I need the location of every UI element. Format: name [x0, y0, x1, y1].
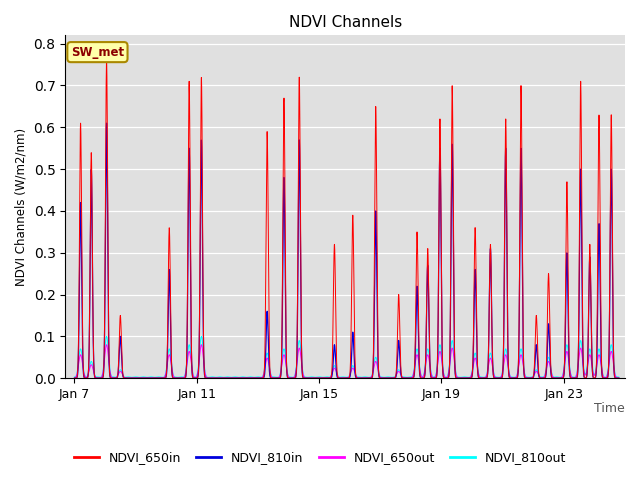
NDVI_810out [103, 334, 111, 339]
NDVI_810out [70, 374, 78, 380]
NDVI_650out [477, 375, 484, 381]
NDVI_650out [425, 355, 433, 360]
NDVI_810out [397, 372, 405, 377]
Y-axis label: NDVI Channels (W/m2/nm): NDVI Channels (W/m2/nm) [15, 128, 28, 286]
NDVI_650out [279, 357, 287, 362]
NDVI_810out [518, 352, 526, 358]
NDVI_650in [518, 231, 526, 237]
Text: SW_met: SW_met [71, 46, 124, 59]
NDVI_810in [615, 375, 623, 381]
Line: NDVI_650out: NDVI_650out [74, 345, 619, 378]
NDVI_650out [615, 375, 623, 381]
NDVI_810in [477, 375, 484, 381]
NDVI_810out [170, 373, 177, 379]
NDVI_810in [230, 375, 238, 381]
NDVI_810out [615, 374, 623, 380]
NDVI_810in [397, 373, 405, 379]
Line: NDVI_650in: NDVI_650in [74, 60, 619, 378]
NDVI_810in [70, 375, 78, 381]
Legend: NDVI_650in, NDVI_810in, NDVI_650out, NDVI_810out: NDVI_650in, NDVI_810in, NDVI_650out, NDV… [68, 446, 572, 469]
NDVI_810out [425, 350, 433, 356]
NDVI_810in [518, 262, 526, 268]
NDVI_650in [615, 375, 623, 381]
Line: NDVI_810in: NDVI_810in [74, 123, 619, 378]
NDVI_650in [230, 375, 238, 381]
NDVI_650out [103, 342, 111, 348]
NDVI_810in [103, 120, 111, 126]
NDVI_810in [279, 277, 287, 283]
NDVI_650out [70, 375, 78, 381]
NDVI_810in [170, 375, 177, 381]
Line: NDVI_810out: NDVI_810out [74, 336, 619, 377]
NDVI_650in [397, 370, 405, 376]
NDVI_650in [477, 375, 484, 381]
Title: NDVI Channels: NDVI Channels [289, 15, 402, 30]
NDVI_810out [279, 352, 287, 358]
NDVI_810out [143, 374, 151, 380]
NDVI_650out [170, 373, 177, 379]
NDVI_650in [279, 239, 287, 244]
NDVI_650out [518, 357, 526, 362]
NDVI_650in [103, 58, 111, 63]
NDVI_650in [425, 292, 433, 298]
NDVI_810out [477, 374, 484, 380]
NDVI_650in [170, 375, 177, 381]
NDVI_650in [70, 375, 78, 381]
NDVI_650out [230, 375, 238, 381]
NDVI_810in [425, 303, 433, 309]
Text: Time: Time [595, 402, 625, 415]
NDVI_650out [397, 372, 405, 378]
